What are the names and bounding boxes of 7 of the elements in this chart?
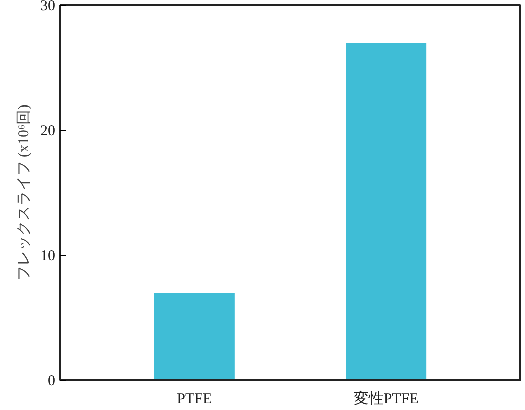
x-tick-label: PTFE [177,392,212,408]
y-tick-label: 10 [40,248,56,264]
x-tick-label: 変性PTFE [354,390,419,408]
y-axis-title: フレックスライフ (x10⁶回) [16,104,32,282]
y-tick-label: 30 [40,0,56,14]
y-tick-label: 0 [48,374,56,390]
y-tick-label: 20 [40,124,56,140]
